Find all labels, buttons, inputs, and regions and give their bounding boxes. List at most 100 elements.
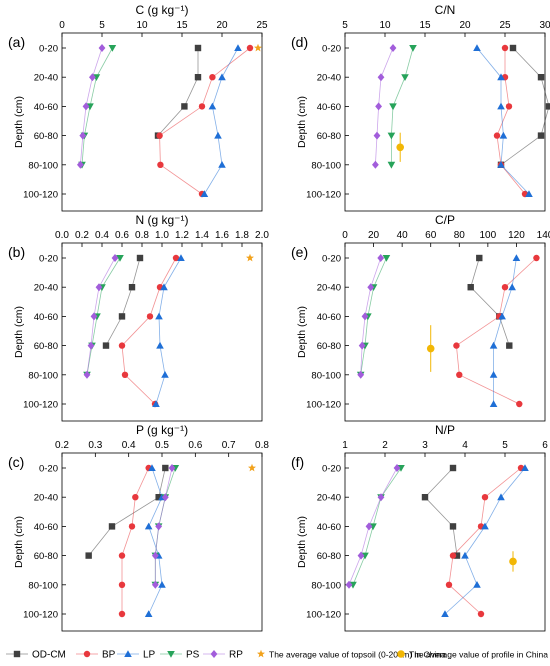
y-axis-label: Depth (cm) <box>296 306 308 358</box>
data-point-lp <box>441 610 449 617</box>
data-point-od-cm <box>453 552 461 559</box>
data-point-rp <box>357 551 365 560</box>
x-tick-label: 1.4 <box>195 230 209 241</box>
x-tick-label: 15 <box>176 20 188 31</box>
y-tick-label: 100-120 <box>23 610 58 621</box>
data-point-od-cm <box>85 552 92 559</box>
data-point-lp <box>498 312 506 320</box>
data-point-rp <box>365 522 373 531</box>
y-tick-label: 20-40 <box>317 73 341 84</box>
x-tick-label: 0.7 <box>222 440 236 451</box>
x-tick-label: 120 <box>508 230 525 241</box>
plot-frame <box>344 242 546 422</box>
series-line-lp <box>493 257 517 404</box>
profile-average-marker <box>509 557 517 566</box>
data-point-bp <box>445 581 453 588</box>
legend-marker-rp <box>210 650 218 658</box>
data-point-lp <box>489 400 498 407</box>
topsoil-average-marker <box>246 253 254 262</box>
data-point-rp <box>83 370 91 379</box>
plot-frame <box>344 452 546 632</box>
data-point-od-cm <box>506 342 513 349</box>
y-tick-label: 80-100 <box>28 160 58 171</box>
data-point-lp <box>489 341 498 349</box>
data-point-rp <box>98 44 106 52</box>
data-point-bp <box>156 132 163 139</box>
y-tick-label: 20-40 <box>34 73 58 84</box>
data-point-bp <box>132 494 139 501</box>
data-point-lp <box>152 400 160 407</box>
data-point-lp <box>218 73 226 81</box>
x-tick-label: 20 <box>459 20 471 31</box>
legend-label: The average value of profile in China <box>409 650 548 660</box>
series-line-lp <box>204 47 239 195</box>
y-tick-label: 40-60 <box>317 102 341 113</box>
y-tick-label: 40-60 <box>34 312 58 323</box>
data-point-lp <box>214 131 222 139</box>
data-point-bp <box>146 313 154 320</box>
legend-marker-star <box>257 649 265 658</box>
data-point-lp <box>461 551 469 559</box>
data-point-od-cm <box>155 494 162 501</box>
data-point-od-cm <box>136 254 144 262</box>
data-point-ps <box>389 103 397 111</box>
data-point-bp <box>157 161 164 168</box>
y-tick-label: 60-80 <box>317 341 341 352</box>
y-tick-label: 20-40 <box>34 493 58 504</box>
y-tick-label: 60-80 <box>34 341 58 352</box>
legend-marker-bp <box>83 650 91 658</box>
data-point-lp <box>521 464 529 471</box>
data-point-od-cm <box>181 103 188 110</box>
y-tick-label: 0-20 <box>39 44 58 55</box>
plot-frame <box>344 32 546 212</box>
series-line-od-cm <box>157 48 199 136</box>
x-tick-label: 80 <box>454 230 466 241</box>
data-point-bp <box>449 552 457 559</box>
y-tick-label: 40-60 <box>317 522 341 533</box>
data-point-rp <box>151 551 159 560</box>
data-point-od-cm <box>545 103 550 110</box>
x-tick-label: 0.6 <box>188 440 202 451</box>
x-tick-label: 0 <box>342 230 348 241</box>
chart-panel: P (g kg⁻¹) 0.2 0.3 0.4 0.5 0.6 0.7 0.8 0-20 20-40… <box>8 423 269 632</box>
data-point-rp <box>168 464 176 472</box>
legend-label: RP <box>229 650 243 661</box>
profile-average-marker <box>396 143 405 152</box>
data-point-bp <box>198 103 206 110</box>
panel-label: (a) <box>8 34 25 50</box>
y-axis-label: Depth (cm) <box>13 96 25 148</box>
y-axis-label: Depth (cm) <box>296 96 308 148</box>
data-point-ps <box>108 45 117 52</box>
data-point-rp <box>393 464 401 472</box>
data-point-od-cm <box>162 464 169 472</box>
x-tick-label: 100 <box>480 230 497 241</box>
series-line-bp <box>496 48 526 195</box>
data-point-bp <box>477 610 485 618</box>
x-tick-label: 140 <box>537 230 550 241</box>
y-tick-label: 60-80 <box>34 551 58 562</box>
data-point-rp <box>357 370 365 379</box>
data-point-lp <box>497 73 505 81</box>
x-tick-label: 20 <box>368 230 380 241</box>
data-point-ps <box>382 255 391 262</box>
y-tick-label: 100-120 <box>23 400 58 411</box>
data-point-od-cm <box>102 342 110 349</box>
y-axis-label: Depth (cm) <box>13 516 25 568</box>
series-line-bp <box>121 467 150 614</box>
data-point-bp <box>493 132 501 139</box>
topsoil-average-marker <box>248 463 256 472</box>
data-point-lp <box>158 581 166 588</box>
y-tick-label: 80-100 <box>311 160 341 171</box>
data-point-rp <box>89 73 96 82</box>
data-point-od-cm <box>194 44 202 52</box>
data-point-rp <box>345 580 353 589</box>
x-tick-label: 30 <box>539 20 550 31</box>
data-point-rp <box>87 341 95 350</box>
axis-title: N/P <box>435 423 455 437</box>
data-point-rp <box>367 283 375 292</box>
data-point-rp <box>361 312 369 321</box>
y-tick-label: 20-40 <box>317 283 341 294</box>
data-point-od-cm <box>509 44 517 52</box>
x-tick-label: 25 <box>256 20 268 31</box>
legend-marker-ps <box>167 651 175 658</box>
